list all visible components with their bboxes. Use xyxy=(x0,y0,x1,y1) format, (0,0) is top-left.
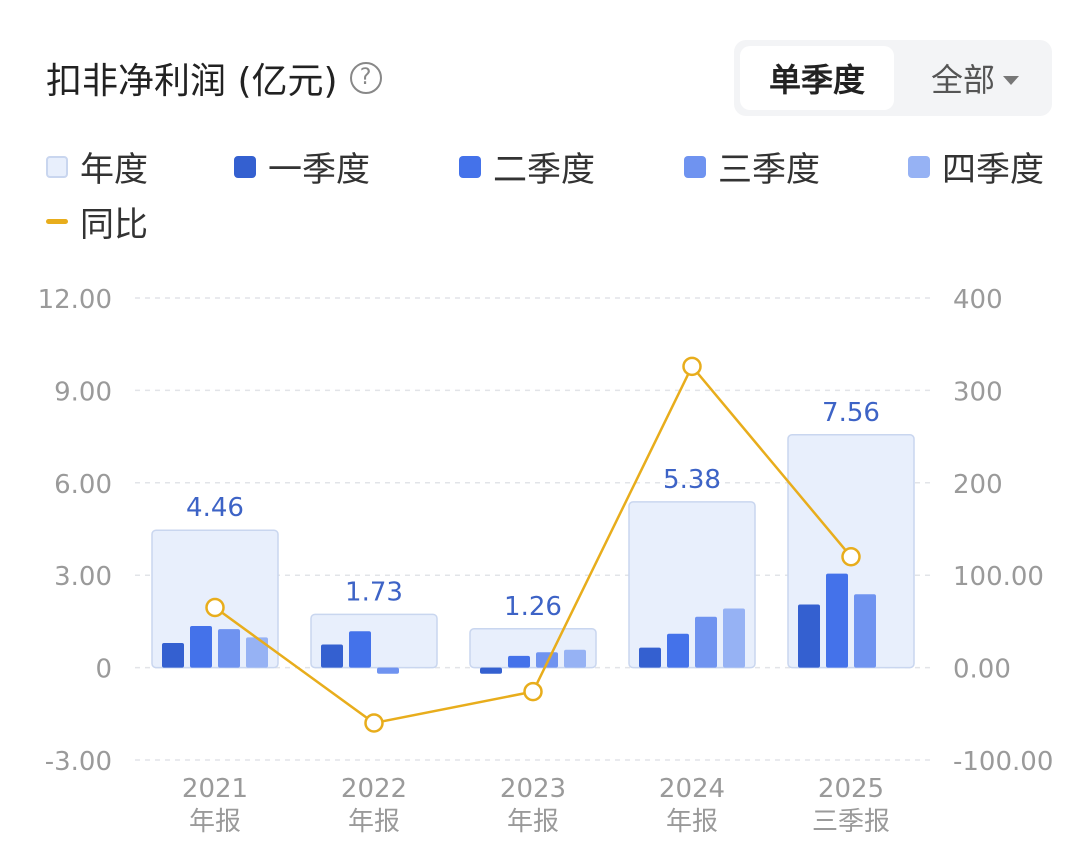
legend-item-q2[interactable]: 二季度 xyxy=(459,142,595,191)
quarter-bar xyxy=(564,649,586,668)
legend-label-q1: 一季度 xyxy=(268,150,370,190)
x-axis-year-label: 2025 xyxy=(818,774,884,804)
quarter-bar xyxy=(246,637,268,668)
x-axis-period-label: 年报 xyxy=(348,807,400,837)
question-circle-icon[interactable]: ? xyxy=(349,62,382,94)
legend-item-q1[interactable]: 一季度 xyxy=(234,142,370,191)
annual-value-label: 5.38 xyxy=(663,465,721,495)
quarter-bar xyxy=(854,594,876,668)
earnings-chart: -3.00 -100.00 0 0.00 3.00 100.00 6.00 200 9.00 30… xyxy=(38,285,1054,837)
x-axis-year-label: 2024 xyxy=(659,774,725,804)
right-axis-tick-label: -100.00 xyxy=(953,747,1053,777)
left-axis-tick-label: 12.00 xyxy=(38,285,112,315)
left-axis-tick-label: 6.00 xyxy=(54,470,112,500)
right-axis-tick-label: 300 xyxy=(953,377,1003,407)
quarter-bar xyxy=(162,642,184,668)
quarter-bar xyxy=(695,616,717,668)
quarter-bar xyxy=(480,667,502,674)
range-dropdown[interactable]: 全部 xyxy=(904,46,1046,110)
right-axis-tick-label: 100.00 xyxy=(953,562,1044,592)
yoy-point xyxy=(364,713,384,733)
x-axis-year-label: 2023 xyxy=(500,774,566,804)
annual-value-label: 1.26 xyxy=(504,592,562,622)
quarter-bar xyxy=(639,647,661,668)
right-axis-tick-label: 400 xyxy=(953,285,1003,315)
annual-value-label: 4.46 xyxy=(186,493,244,523)
x-axis-year-label: 2022 xyxy=(341,774,407,804)
legend-item-annual[interactable]: 年度 xyxy=(46,142,148,191)
yoy-point xyxy=(682,356,702,377)
legend-swatch-q2 xyxy=(459,155,481,178)
period-toggle: 单季度 全部 xyxy=(734,40,1052,116)
legend-label-q4: 四季度 xyxy=(942,150,1044,190)
legend-item-yoy[interactable]: 同比 xyxy=(46,197,148,246)
legend-item-q3[interactable]: 三季度 xyxy=(684,142,820,191)
chart-header: 扣非净利润 (亿元) ? 单季度 全部 xyxy=(0,0,1080,120)
caret-down-icon xyxy=(1003,75,1019,85)
annual-value-label: 1.73 xyxy=(345,577,403,607)
quarter-bar xyxy=(349,631,371,668)
x-axis-period-label: 年报 xyxy=(666,807,718,837)
quarter-bar xyxy=(190,626,212,668)
legend-label-annual: 年度 xyxy=(80,150,148,190)
yoy-point xyxy=(841,546,861,567)
quarter-bar xyxy=(826,573,848,668)
legend-item-q4[interactable]: 四季度 xyxy=(908,142,1044,191)
quarter-bar xyxy=(321,644,343,668)
single-quarter-tab[interactable]: 单季度 xyxy=(740,46,894,110)
annual-value-label: 7.56 xyxy=(822,398,880,428)
quarter-bar xyxy=(508,655,530,668)
quarter-bar xyxy=(667,633,689,668)
legend-swatch-q1 xyxy=(234,155,256,178)
x-axis-period-label: 年报 xyxy=(507,807,559,837)
right-axis-tick-label: 0.00 xyxy=(953,655,1011,685)
legend-label-q3: 三季度 xyxy=(718,150,820,190)
yoy-point xyxy=(523,681,543,702)
chart-title: 扣非净利润 (亿元) xyxy=(46,61,338,102)
left-axis-tick-label: 9.00 xyxy=(54,377,112,407)
chart-title-row: 扣非净利润 (亿元) ? xyxy=(46,52,382,104)
quarter-bar xyxy=(218,629,240,668)
legend-swatch-yoy xyxy=(46,219,68,224)
legend-label-yoy: 同比 xyxy=(80,205,148,245)
left-axis-tick-label: 3.00 xyxy=(54,562,112,592)
left-axis-tick-label: 0 xyxy=(95,655,112,685)
quarter-bar xyxy=(798,604,820,668)
legend-swatch-q3 xyxy=(684,155,706,178)
legend-swatch-annual xyxy=(46,155,68,178)
quarter-bar xyxy=(536,652,558,668)
x-axis-period-label: 年报 xyxy=(189,807,241,837)
range-dropdown-label: 全部 xyxy=(930,61,995,99)
legend-label-q2: 二季度 xyxy=(493,150,595,190)
yoy-point xyxy=(205,597,225,618)
chart-legend: 年度 一季度 二季度 三季度 四季度 同比 xyxy=(0,140,1080,250)
x-axis-year-label: 2021 xyxy=(182,774,248,804)
right-axis-tick-label: 200 xyxy=(953,470,1003,500)
legend-swatch-q4 xyxy=(908,155,930,178)
x-axis-period-label: 三季报 xyxy=(812,807,890,837)
quarter-bar xyxy=(377,667,399,674)
left-axis-tick-label: -3.00 xyxy=(45,747,112,777)
quarter-bar xyxy=(723,608,745,668)
